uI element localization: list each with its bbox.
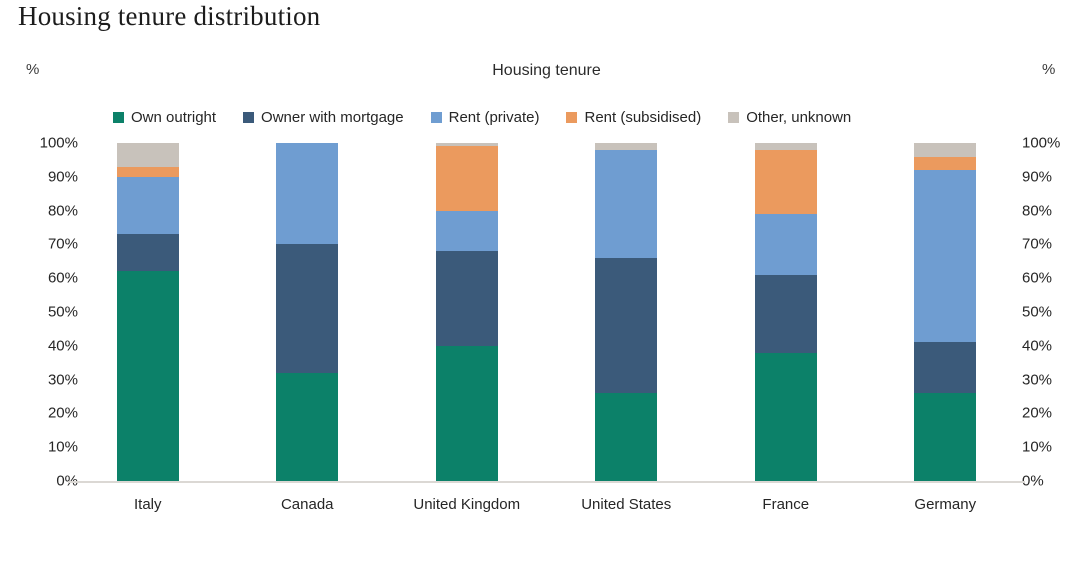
bar-segment: [116, 143, 179, 167]
bar-segment: [914, 143, 977, 157]
bar-segment: [914, 342, 977, 394]
y-tick-label: 40%: [47, 337, 78, 355]
y-tick-label: 10%: [47, 438, 78, 456]
legend-item: Rent (subsidised): [566, 109, 701, 126]
bar-segment: [435, 345, 498, 481]
stacked-bar-united-states: [595, 143, 658, 481]
legend-swatch-icon: [728, 112, 740, 123]
legend-label: Other, unknown: [746, 109, 852, 126]
y-tick-label: 0%: [56, 472, 78, 490]
bar-segment: [914, 156, 977, 171]
stacked-bar-united-kingdom: [435, 143, 498, 481]
x-tick-label: France: [762, 496, 810, 513]
legend-swatch-icon: [243, 112, 255, 123]
y-tick-label: 20%: [47, 404, 78, 422]
legend-item: Own outright: [113, 109, 216, 126]
y-tick-label: 60%: [1022, 269, 1053, 287]
plot-area: [68, 143, 1025, 483]
y-tick-label: 70%: [1022, 235, 1053, 253]
y-tick-label: 80%: [1022, 202, 1053, 220]
left-axis-unit-label: %: [26, 61, 40, 78]
y-tick-label: 20%: [1022, 404, 1053, 422]
y-tick-label: 60%: [47, 269, 78, 287]
legend-item: Other, unknown: [728, 109, 851, 126]
bar-segment: [116, 271, 179, 481]
bar-segment: [754, 274, 817, 353]
bar-slot: [228, 143, 388, 481]
stacked-bar-italy: [116, 143, 179, 481]
y-tick-label: 50%: [1022, 303, 1053, 321]
bar-segment: [435, 210, 498, 252]
bar-segment: [276, 372, 339, 481]
bar-slot: [706, 143, 866, 481]
legend-label: Rent (private): [448, 109, 540, 126]
x-tick-label: Canada: [280, 496, 334, 513]
chart-legend: Own outright Owner with mortgage Rent (pri…: [113, 109, 851, 126]
right-axis-unit-label: %: [1042, 61, 1056, 78]
legend-swatch-icon: [113, 112, 124, 123]
stacked-bar-germany: [914, 143, 977, 481]
y-tick-label: 70%: [47, 235, 78, 253]
y-axis-right: 0% 10% 20% 30% 40% 50% 60% 70% 80% 90% 100%: [1022, 135, 1076, 490]
legend-swatch-icon: [430, 112, 442, 123]
bar-segment: [116, 176, 179, 235]
bar-segment: [116, 166, 179, 177]
bar-segment: [754, 214, 817, 275]
legend-item: Owner with mortgage: [243, 109, 404, 126]
y-tick-label: 40%: [1022, 337, 1053, 355]
bar-segment: [595, 393, 658, 481]
bar-segment: [914, 393, 977, 481]
legend-item: Rent (private): [430, 109, 540, 126]
bar-slot: [68, 143, 228, 481]
y-tick-label: 30%: [1022, 371, 1053, 389]
y-tick-label: 90%: [47, 168, 78, 186]
chart-title: Housing tenure: [492, 62, 601, 79]
y-tick-label: 100%: [1022, 134, 1061, 152]
bar-segment: [754, 143, 817, 150]
x-tick-label: United Kingdom: [413, 496, 521, 513]
bar-slot: [387, 143, 547, 481]
bar-segment: [754, 352, 817, 481]
legend-label: Own outright: [131, 109, 217, 126]
bar-segment: [276, 143, 339, 245]
bar-slot: [866, 143, 1026, 481]
x-axis: Italy Canada United Kingdom United States Fr…: [68, 496, 1025, 513]
bar-segment: [116, 234, 179, 272]
stacked-bar-canada: [276, 143, 339, 481]
y-tick-label: 90%: [1022, 168, 1053, 186]
legend-label: Rent (subsidised): [584, 109, 702, 126]
bar-segment: [435, 143, 498, 147]
bar-segment: [914, 170, 977, 343]
bar-slot: [547, 143, 707, 481]
x-tick-label: United States: [581, 496, 672, 513]
y-tick-label: 0%: [1022, 472, 1044, 490]
bar-segment: [595, 149, 658, 258]
y-tick-label: 30%: [47, 371, 78, 389]
bar-segment: [435, 146, 498, 211]
stacked-bar-france: [754, 143, 817, 481]
legend-label: Owner with mortgage: [261, 109, 404, 126]
bar-segment: [435, 251, 498, 346]
y-axis-left: 0% 10% 20% 30% 40% 50% 60% 70% 80% 90% 100%: [24, 135, 78, 490]
bar-segment: [595, 143, 658, 150]
y-tick-label: 10%: [1022, 438, 1053, 456]
x-tick-label: Italy: [133, 496, 162, 513]
bar-segment: [276, 244, 339, 373]
y-tick-label: 100%: [39, 134, 78, 152]
bar-segment: [754, 149, 817, 214]
legend-swatch-icon: [566, 112, 578, 123]
y-tick-label: 80%: [47, 202, 78, 220]
y-tick-label: 50%: [47, 303, 78, 321]
page-title: Housing tenure distribution: [18, 1, 321, 31]
bar-segment: [595, 257, 658, 394]
x-tick-label: Germany: [914, 496, 977, 513]
